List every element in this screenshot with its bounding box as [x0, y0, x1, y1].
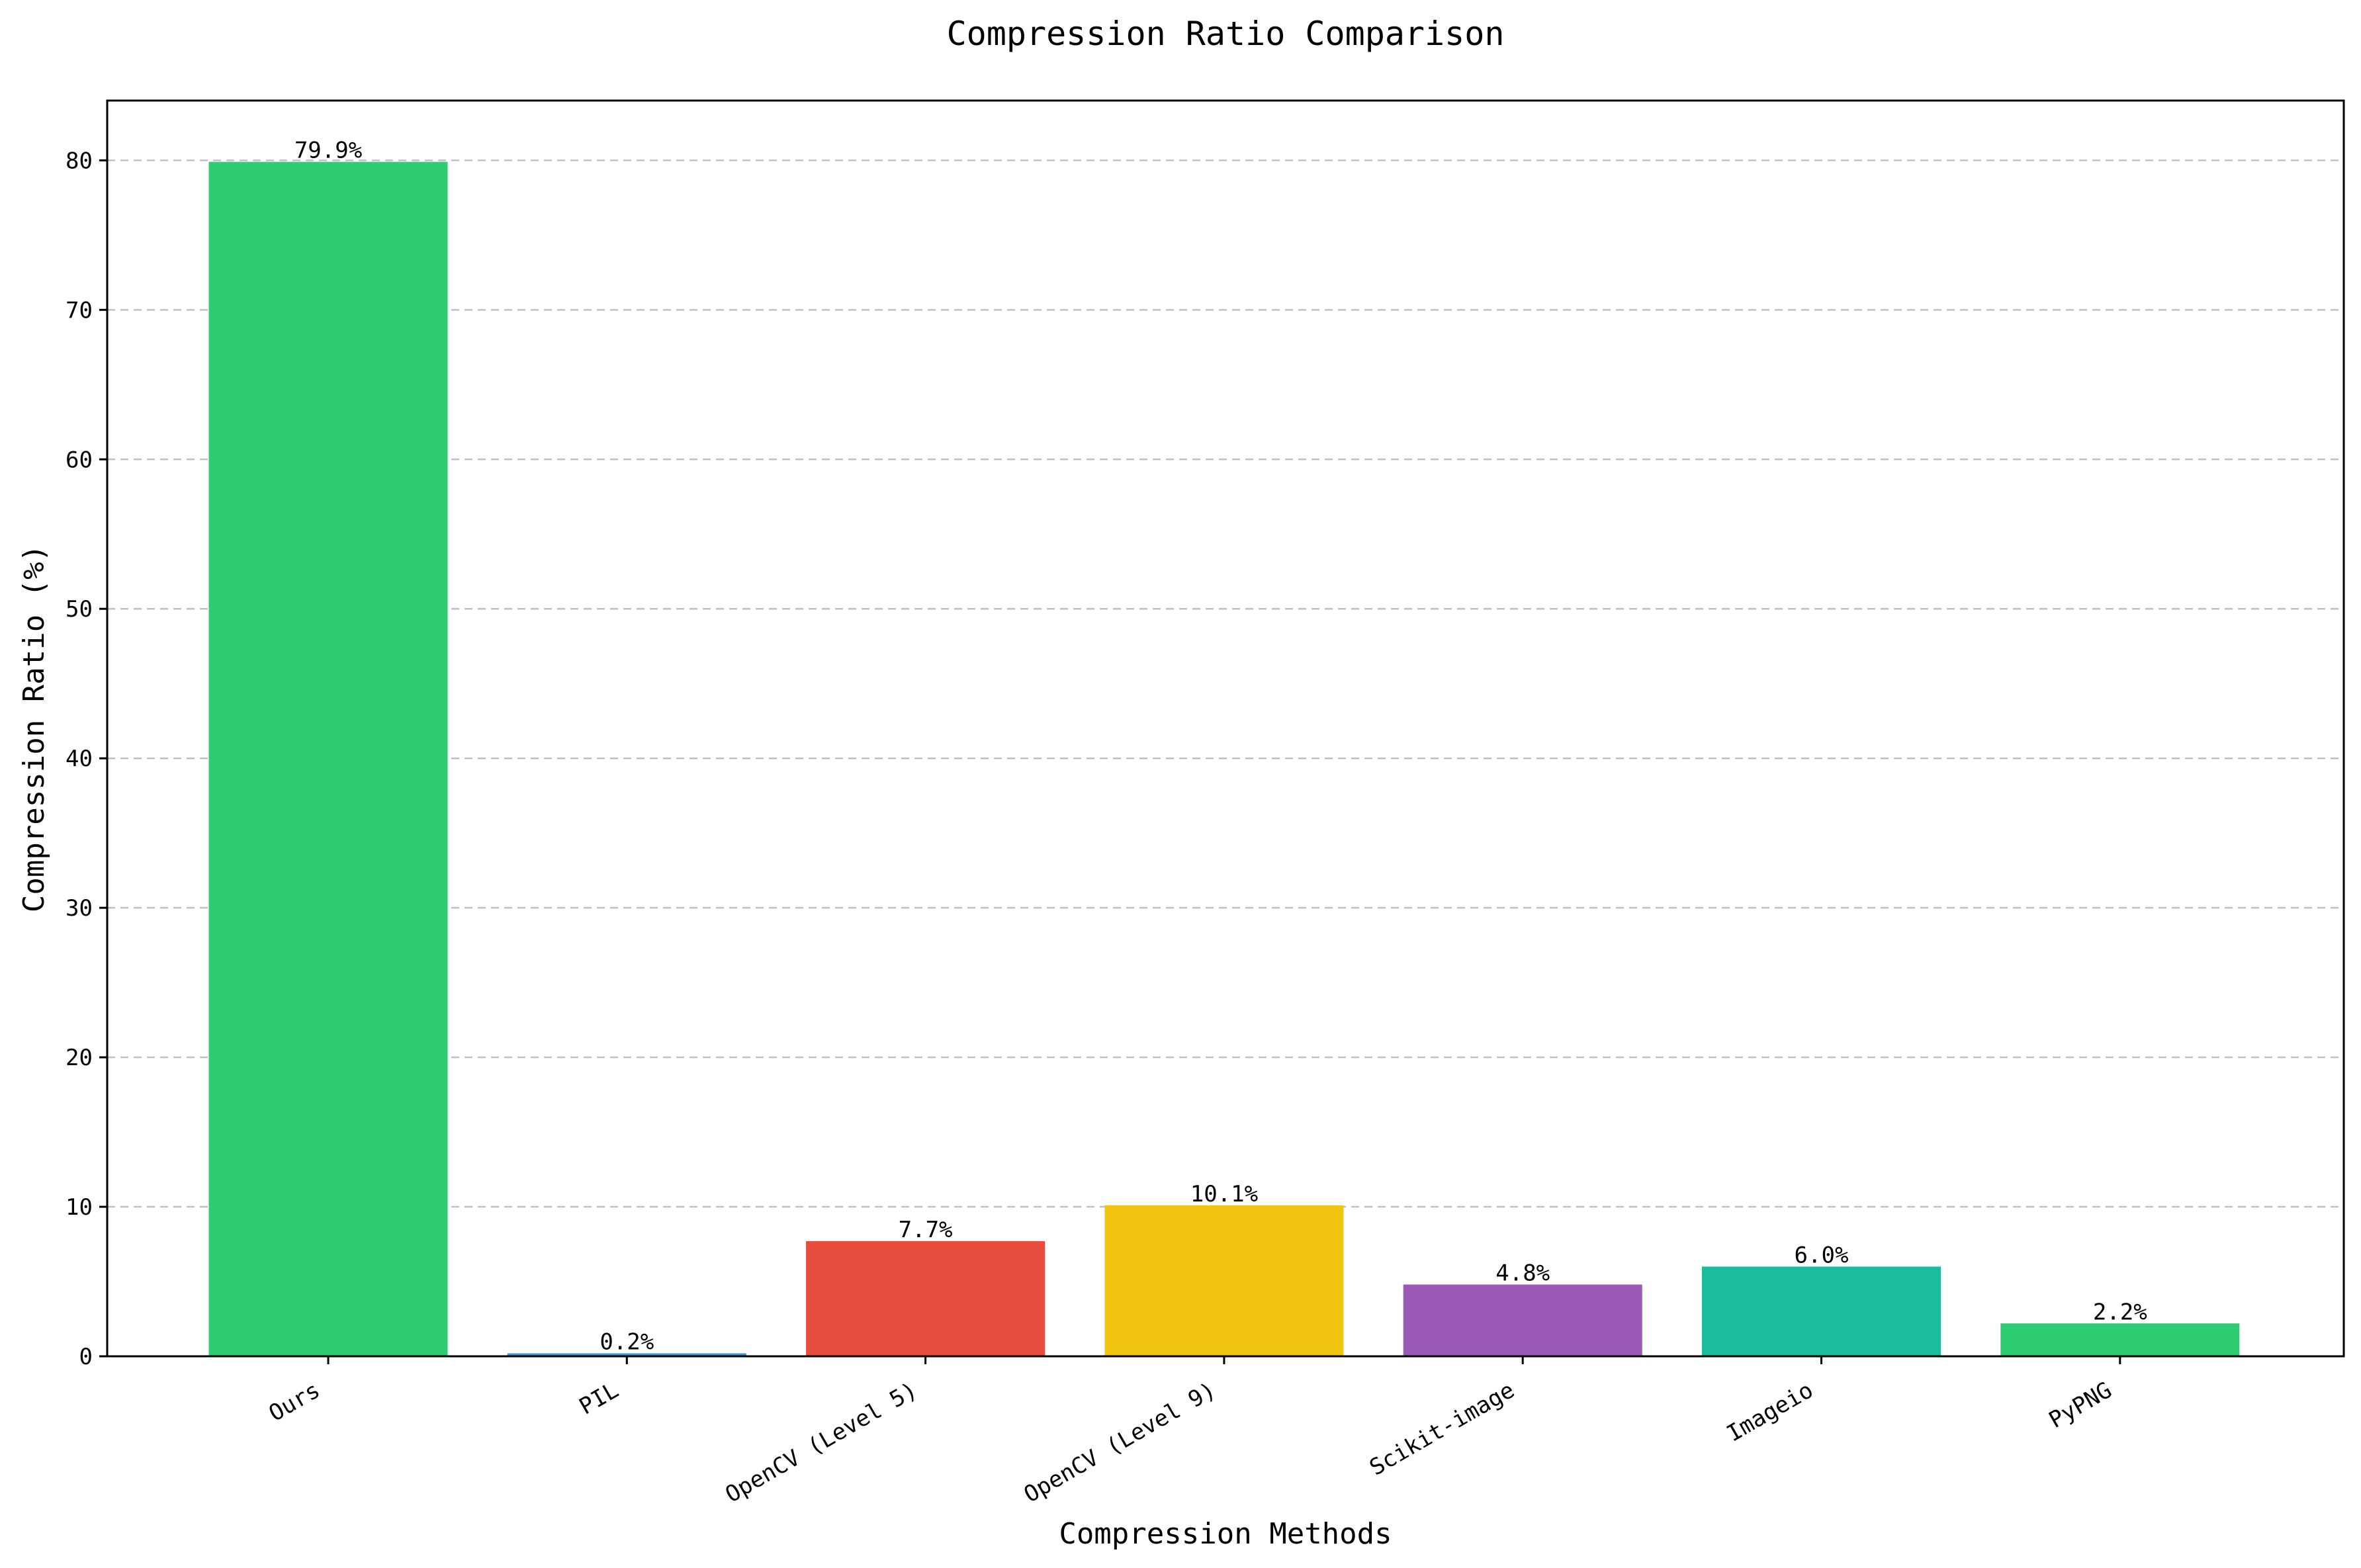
x-axis-label: Compression Methods: [1059, 1517, 1392, 1551]
data-label: 10.1%: [1190, 1181, 1258, 1207]
data-label: 7.7%: [899, 1217, 953, 1243]
y-tick-label: 30: [66, 895, 93, 922]
y-tick-label: 60: [66, 447, 93, 473]
y-tick-label: 20: [66, 1045, 93, 1071]
bars: [208, 161, 2240, 1356]
chart-title: Compression Ratio Comparison: [947, 15, 1505, 53]
y-tick-label: 80: [66, 148, 93, 174]
plot-frame: [106, 99, 2345, 1358]
bar: [507, 1353, 746, 1356]
bar: [2000, 1323, 2240, 1356]
data-label: 0.2%: [600, 1328, 654, 1355]
bar: [1702, 1266, 1941, 1356]
data-label: 6.0%: [1795, 1242, 1849, 1268]
grid-lines: [107, 159, 2344, 1208]
y-tick-label: 50: [66, 596, 93, 623]
data-label: 4.8%: [1495, 1260, 1550, 1287]
y-axis-ticks: 0 10 20 30 40 50 60 70 80: [66, 148, 107, 1370]
bar: [1403, 1284, 1642, 1356]
y-tick-label: 0: [79, 1344, 93, 1370]
data-label: 2.2%: [2093, 1299, 2147, 1325]
y-tick-label: 40: [66, 746, 93, 772]
y-axis-label: Compression Ratio (%): [17, 544, 51, 912]
bar: [806, 1241, 1046, 1356]
data-labels: 79.9% 0.2% 7.7% 10.1% 4.8% 6.0% 2.2%: [294, 138, 2147, 1356]
bar: [1104, 1205, 1344, 1356]
y-tick-label: 70: [66, 297, 93, 324]
bar: [208, 161, 448, 1356]
y-tick-label: 10: [66, 1194, 93, 1221]
data-label: 79.9%: [294, 138, 362, 164]
